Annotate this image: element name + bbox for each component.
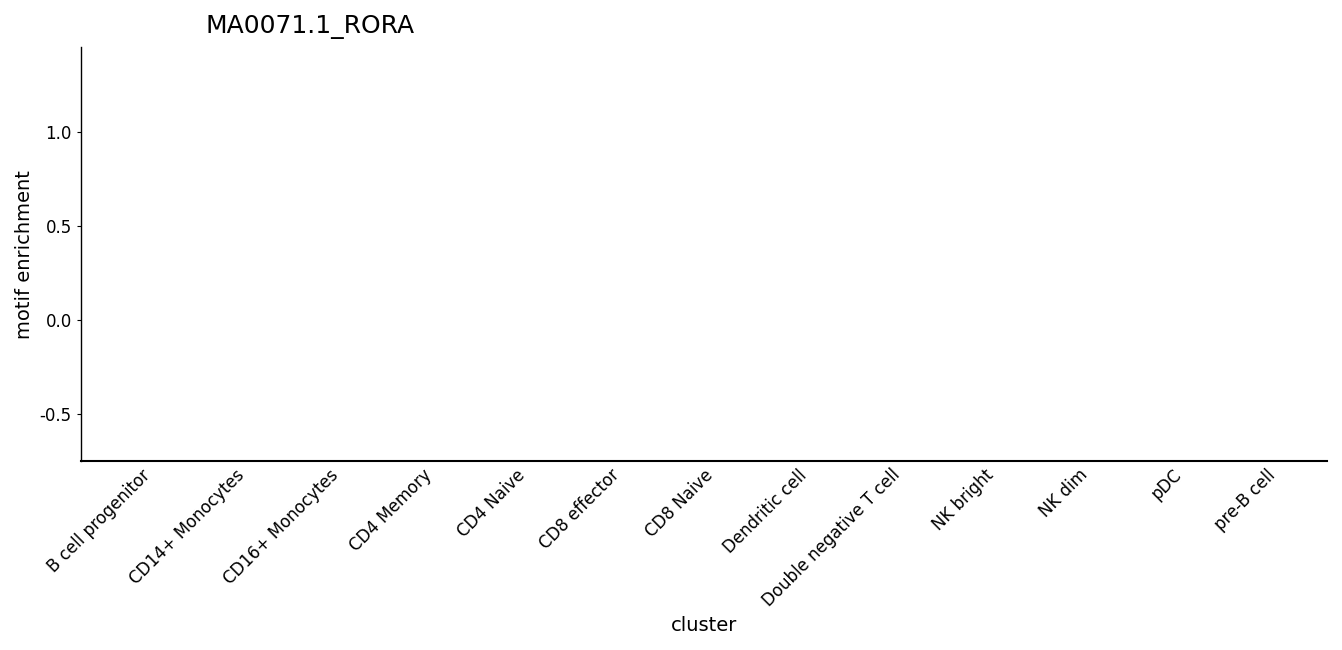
Text: MA0071.1_RORA: MA0071.1_RORA bbox=[205, 15, 415, 39]
Y-axis label: motif enrichment: motif enrichment bbox=[15, 170, 34, 339]
X-axis label: cluster: cluster bbox=[671, 616, 737, 635]
